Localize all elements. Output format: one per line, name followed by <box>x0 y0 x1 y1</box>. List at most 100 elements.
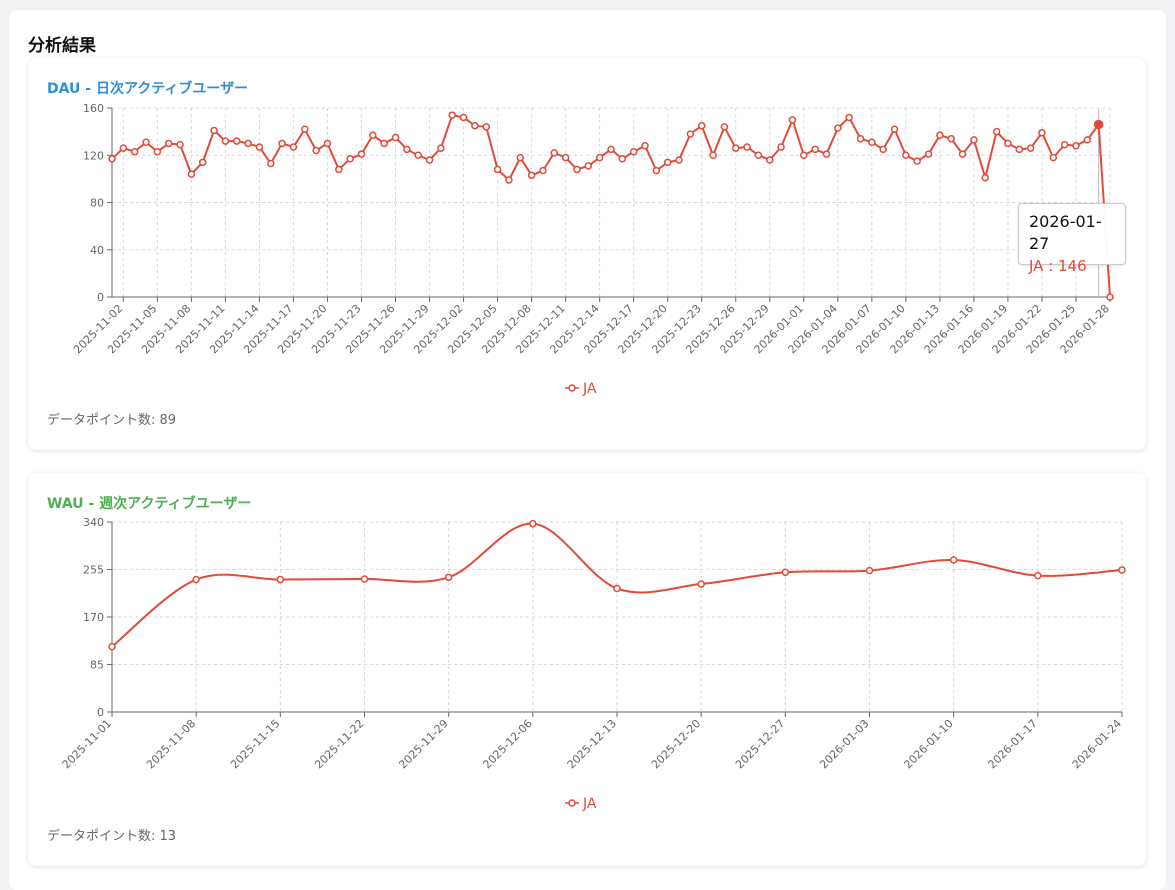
data-point <box>267 159 275 168</box>
x-tick-label: 2025-11-22 <box>312 717 366 771</box>
data-point <box>865 566 874 575</box>
data-point <box>448 111 456 119</box>
data-point <box>913 157 921 165</box>
data-point <box>641 142 649 150</box>
data-point <box>584 162 593 170</box>
data-point <box>902 151 910 159</box>
data-point <box>119 144 128 152</box>
data-point <box>1038 129 1046 137</box>
dau-chart[interactable]: 040801201602025-11-022025-11-052025-11-0… <box>28 58 1146 450</box>
data-point <box>981 173 989 182</box>
data-point <box>1004 139 1012 148</box>
dau-card: DAU - 日次アクティブユーザー 0 40 80 120 160 2025-11-02 2… <box>28 58 1146 450</box>
data-point <box>663 158 672 167</box>
data-point <box>278 139 286 148</box>
data-point <box>629 147 638 156</box>
y-tick-label: 80 <box>90 197 104 210</box>
x-tick-label: 2025-11-15 <box>228 717 282 771</box>
data-point <box>444 573 453 582</box>
data-point <box>845 113 853 122</box>
section-title: 分析結果 <box>28 36 96 56</box>
data-point <box>493 165 502 174</box>
data-point <box>811 145 819 154</box>
data-point <box>505 176 513 184</box>
data-point <box>301 125 309 134</box>
data-point <box>936 131 944 139</box>
data-point <box>970 136 978 144</box>
x-tick-label: 2025-12-13 <box>565 717 619 771</box>
x-tick-label: 2025-11-01 <box>60 717 114 771</box>
data-point <box>766 156 774 164</box>
data-point <box>800 151 808 159</box>
dau-tooltip: 2026-01-27 JA : 146 <box>1018 203 1126 275</box>
dau-data-point-count: データポイント数: 89 <box>47 413 177 428</box>
data-point <box>192 575 200 584</box>
data-point <box>754 151 763 159</box>
x-tick-label: 2025-11-29 <box>396 717 450 771</box>
wau-chart[interactable]: 0 85 170 255 340 2025-11-01 2025-11-08 2025-11-… <box>28 473 1146 866</box>
data-point <box>335 165 343 174</box>
data-point <box>425 156 434 164</box>
data-point <box>924 150 933 158</box>
y-tick-label: 255 <box>83 564 104 577</box>
data-point <box>550 149 559 157</box>
wau-chart-title: WAU - 週次アクティブユーザー <box>47 496 252 512</box>
data-point <box>289 143 298 151</box>
data-point <box>573 165 581 174</box>
x-tick-label: 2026-01-17 <box>986 717 1040 771</box>
data-point <box>187 170 196 178</box>
data-point <box>357 150 366 158</box>
x-tick-label: 2025-12-20 <box>649 717 703 771</box>
x-tick-label: 2025-11-08 <box>144 717 198 771</box>
data-point <box>527 171 536 180</box>
data-point <box>1118 566 1126 574</box>
data-point <box>686 130 695 138</box>
data-point <box>153 147 162 156</box>
data-point <box>958 150 967 158</box>
data-point <box>868 138 876 147</box>
data-point <box>323 139 332 148</box>
x-tick-label: 2025-12-27 <box>733 717 787 771</box>
data-point <box>108 642 116 651</box>
data-point <box>1083 136 1092 144</box>
data-point <box>244 139 252 148</box>
data-point <box>788 116 797 124</box>
data-point <box>312 146 320 155</box>
data-point <box>1060 140 1069 149</box>
data-point <box>459 113 468 122</box>
y-tick-label: 0 <box>97 291 104 304</box>
data-point <box>1072 142 1080 150</box>
data-point <box>890 125 899 134</box>
y-tick-label: 0 <box>97 706 104 719</box>
data-point <box>949 556 958 564</box>
wau-data-point-count: データポイント数: 13 <box>47 829 177 844</box>
data-point <box>130 147 139 156</box>
data-point <box>529 519 537 528</box>
data-point <box>276 575 285 584</box>
data-point <box>414 151 422 159</box>
data-point <box>516 153 525 162</box>
data-point <box>652 166 661 175</box>
highlighted-data-point <box>1093 119 1104 130</box>
data-point <box>613 584 621 593</box>
data-point <box>221 137 230 145</box>
y-tick-label: 160 <box>83 102 104 115</box>
x-tick-label: 2026-01-03 <box>817 717 871 771</box>
x-tick-label: 2026-01-24 <box>1070 717 1124 771</box>
data-point <box>539 166 547 175</box>
y-tick-label: 170 <box>83 611 104 624</box>
data-point <box>947 134 955 143</box>
data-point <box>233 137 241 145</box>
y-tick-label: 40 <box>90 244 104 257</box>
data-point <box>732 144 740 152</box>
data-point <box>142 138 150 147</box>
legend-label-ja: JA <box>582 381 597 397</box>
data-point <box>781 568 790 577</box>
data-point <box>992 127 1001 136</box>
y-tick-label: 120 <box>83 149 104 162</box>
legend-marker <box>568 384 576 392</box>
data-point <box>856 134 865 143</box>
data-point <box>709 151 717 159</box>
legend-label-ja: JA <box>582 796 597 812</box>
data-point <box>561 153 570 162</box>
